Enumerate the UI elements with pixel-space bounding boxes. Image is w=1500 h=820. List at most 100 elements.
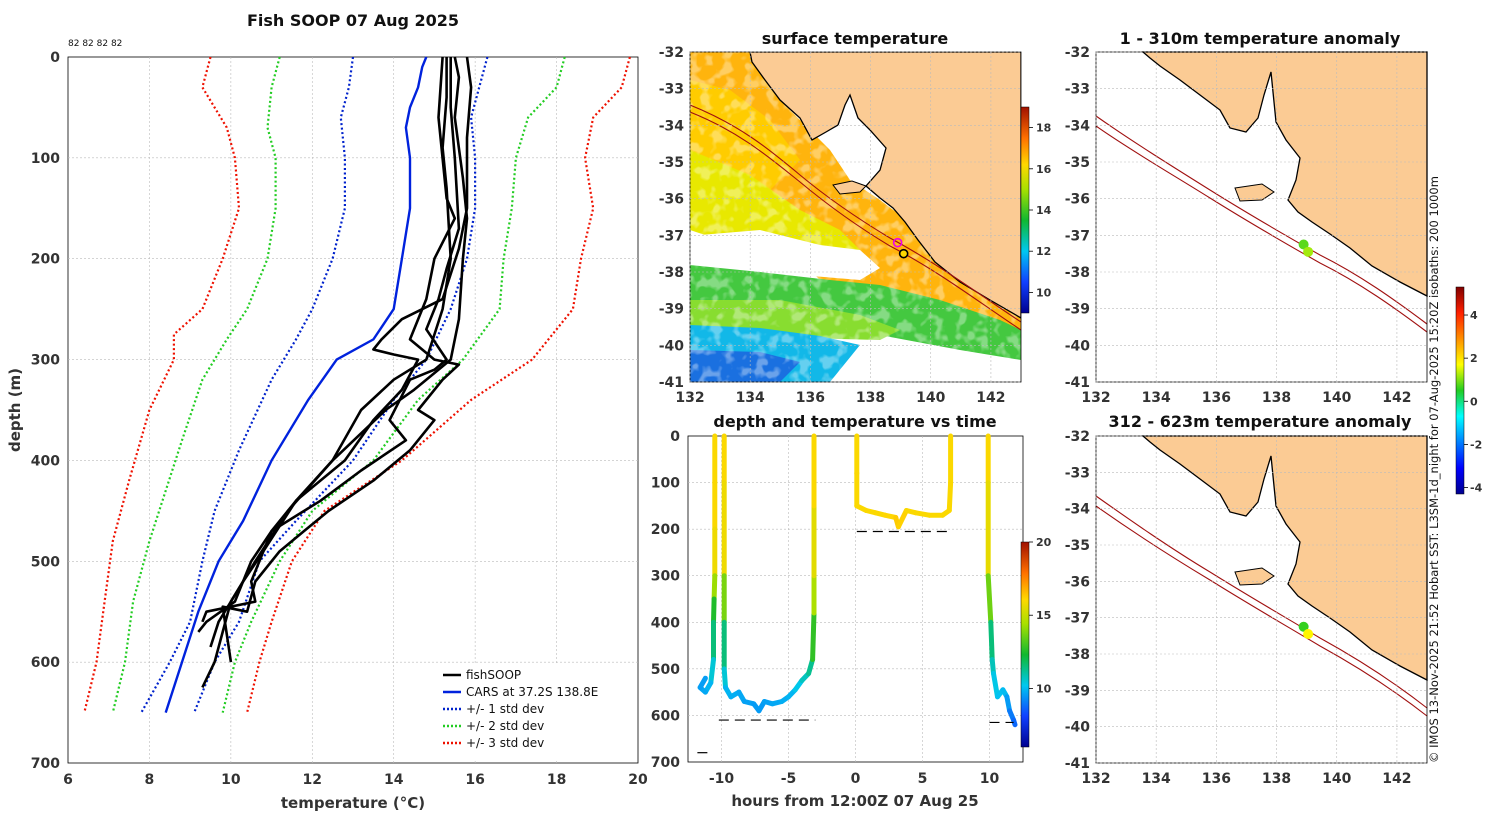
anom-upper-ytick-label: -41 xyxy=(1065,375,1090,391)
anom-upper-island xyxy=(1234,183,1275,202)
anom-upper-isobath-200 xyxy=(1095,115,1428,325)
dt-cbar-label: 20 xyxy=(1036,536,1052,549)
profile-xtick-label: 14 xyxy=(384,772,404,788)
dt-cbar-label: 15 xyxy=(1036,609,1051,622)
anom-upper-ytick-label: -38 xyxy=(1065,265,1090,281)
dt-trace-segment xyxy=(895,508,909,530)
dt-ytick-label: 700 xyxy=(651,755,680,771)
anom-upper-points xyxy=(1298,239,1314,257)
depth-time-colorbar-ticks: 10 15 20 xyxy=(1029,536,1052,695)
anomaly-cbar-label: -2 xyxy=(1470,438,1482,451)
depth-time-colorbar xyxy=(1020,541,1030,748)
dt-ytick-label: 300 xyxy=(651,569,680,585)
dt-trace-segment xyxy=(711,573,718,602)
anom-upper-ticks: 132 134 136 138 140 142 -32 -33 -34 -35 -36 -37 -38 -… xyxy=(1065,45,1412,406)
profile-ytick-label: 600 xyxy=(31,655,60,671)
dt-xtick-label: 5 xyxy=(918,771,928,787)
profile-xtick-label: 20 xyxy=(628,772,648,788)
dt-cbar-label: 10 xyxy=(1036,682,1052,695)
sst-xtick-label: 138 xyxy=(856,390,885,406)
profile-series xyxy=(83,56,631,714)
profile-ytick-label: 0 xyxy=(50,50,60,66)
std2-high-line xyxy=(221,56,566,713)
fishsoop-profile-line xyxy=(197,56,473,633)
anom-lower-point xyxy=(1298,621,1309,632)
depth-time-series xyxy=(697,433,1018,754)
dt-trace-segment xyxy=(697,675,708,690)
anom-upper-ytick-label: -36 xyxy=(1065,192,1090,208)
sst-panel: 132 134 136 138 140 142 -32 -33 -34 -35 -36 -37 -38 -… xyxy=(659,29,1052,406)
anom-lower-title: 312 - 623m temperature anomaly xyxy=(1109,412,1412,431)
profile-xtick-label: 10 xyxy=(221,772,241,788)
anom-upper-xtick-label: 140 xyxy=(1322,390,1351,406)
fishsoop-profile-line xyxy=(201,57,461,623)
anom-lower-points xyxy=(1298,621,1314,640)
anom-upper-ytick-label: -37 xyxy=(1065,228,1090,244)
profile-top-note: 82 82 82 82 xyxy=(68,39,122,49)
anom-lower-ytick-label: -37 xyxy=(1065,611,1090,627)
profile-title: Fish SOOP 07 Aug 2025 xyxy=(247,11,459,30)
dt-trace-segment xyxy=(1011,717,1018,728)
dt-ytick-label: 0 xyxy=(670,429,680,445)
profile-ytick-label: 700 xyxy=(31,756,60,772)
dt-trace-segment xyxy=(708,657,716,686)
anom-upper-point xyxy=(1303,246,1314,257)
dt-xtick-label: 0 xyxy=(851,771,861,787)
dt-xtick-label: -10 xyxy=(709,771,735,787)
anom-lower-ytick-label: -38 xyxy=(1065,647,1090,663)
legend-label-cars: CARS at 37.2S 138.8E xyxy=(466,685,598,699)
sst-xtick-label: 140 xyxy=(916,390,945,406)
anom-lower-xtick-label: 134 xyxy=(1142,771,1171,787)
sst-land-australia xyxy=(749,52,1021,319)
dt-trace-segment xyxy=(711,596,717,625)
anom-upper-ytick-label: -35 xyxy=(1065,155,1090,171)
dt-ytick-label: 200 xyxy=(651,522,680,538)
anomaly-cbar-label: 4 xyxy=(1470,309,1478,322)
anomaly-cbar-label: -4 xyxy=(1470,482,1483,495)
std3-high-line xyxy=(246,56,631,713)
sst-colorbar-ticks: 10 12 14 16 18 xyxy=(1029,122,1052,299)
fishsoop-profile-line xyxy=(221,56,461,663)
fishsoop-profile-line xyxy=(201,56,469,688)
sst-ytick-label: -35 xyxy=(659,155,684,171)
anom-lower-ytick-label: -33 xyxy=(1065,465,1090,481)
sst-ytick-label: -40 xyxy=(659,338,685,354)
dt-ytick-label: 600 xyxy=(651,708,680,724)
anom-upper-ytick-label: -32 xyxy=(1065,45,1090,61)
anom-upper-grid xyxy=(1095,51,1427,383)
sst-ytick-label: -33 xyxy=(659,82,684,98)
sst-ytick-label: -37 xyxy=(659,228,684,244)
sst-grid xyxy=(689,51,1021,383)
profile-axes-frame xyxy=(67,56,639,764)
profile-ytick-label: 400 xyxy=(31,453,60,469)
profile-legend: fishSOOP CARS at 37.2S 138.8E +/- 1 std … xyxy=(437,663,637,761)
anom-upper-isobath-1000 xyxy=(1095,125,1428,333)
profile-xtick-label: 16 xyxy=(465,772,484,788)
sst-colorbar xyxy=(1020,106,1030,314)
sst-marker-magenta xyxy=(892,237,903,248)
anom-lower-ytick-label: -40 xyxy=(1065,720,1091,736)
std2-low-line xyxy=(111,56,281,713)
cars-mean-line xyxy=(164,56,428,713)
dt-trace-segment xyxy=(721,666,728,690)
anom-upper-xtick-label: 134 xyxy=(1142,390,1171,406)
anomaly-colorbar xyxy=(1455,286,1465,495)
std3-low-line xyxy=(83,56,241,713)
anom-lower-point xyxy=(1303,629,1314,640)
anom-upper-title: 1 - 310m temperature anomaly xyxy=(1120,29,1401,48)
std1-low-line xyxy=(140,56,355,714)
sst-ytick-label: -39 xyxy=(659,302,684,318)
sst-cbar-label: 14 xyxy=(1036,204,1052,217)
sst-ytick-label: -32 xyxy=(659,45,684,61)
sst-ticks: 132 134 136 138 140 142 -32 -33 -34 -35 -36 -37 -38 -… xyxy=(659,45,1006,406)
sst-xtick-label: 136 xyxy=(796,390,825,406)
anom-lower-isobath-200 xyxy=(1095,495,1428,709)
sst-cbar-label: 18 xyxy=(1036,122,1051,135)
profile-ytick-label: 100 xyxy=(31,151,60,167)
sst-map xyxy=(690,52,1021,382)
anom-lower-xtick-label: 132 xyxy=(1081,771,1110,787)
anomaly-upper-panel: 132 134 136 138 140 142 -32 -33 -34 -35 -36 -37 -38 -… xyxy=(1065,29,1428,406)
